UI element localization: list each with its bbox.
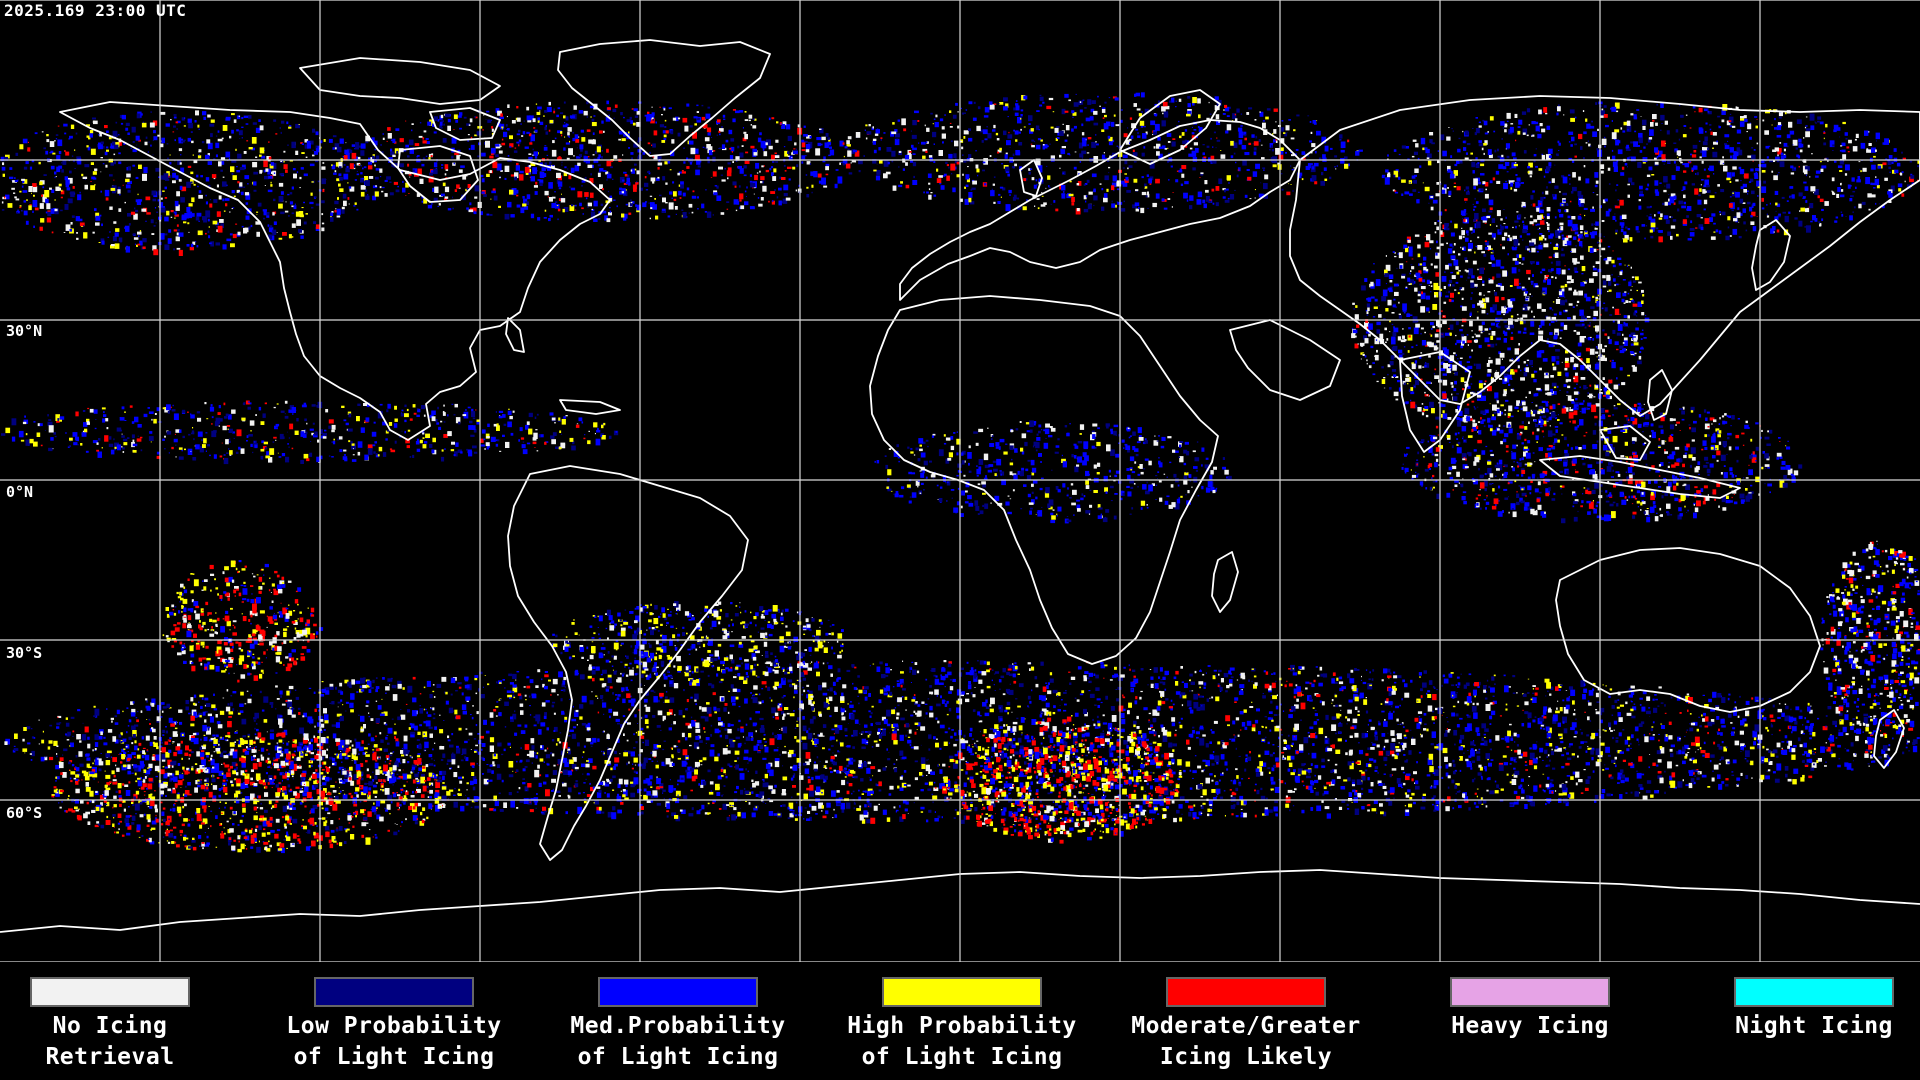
legend-label-low-probability: Low Probability of Light Icing (286, 1013, 502, 1070)
legend-item-no-icing: No Icing Retrieval (0, 977, 250, 1073)
legend-swatch-night-icing (1734, 977, 1894, 1007)
timestamp-label: 2025.169 23:00 UTC (4, 1, 187, 20)
legend-item-moderate-greater: Moderate/Greater Icing Likely (1106, 977, 1386, 1073)
global-icing-map (0, 0, 1920, 962)
coastline-north-america (59, 101, 611, 441)
legend-label-heavy-icing: Heavy Icing (1451, 1013, 1609, 1039)
icing-legend: No Icing Retrieval Low Probability of Li… (0, 962, 1920, 1080)
legend-swatch-moderate-greater (1166, 977, 1326, 1007)
legend-swatch-no-icing (30, 977, 190, 1007)
icing-probability-layer (0, 92, 1920, 854)
legend-item-night-icing: Night Icing (1674, 977, 1920, 1042)
legend-item-low-probability: Low Probability of Light Icing (254, 977, 534, 1073)
legend-swatch-high-probability (882, 977, 1042, 1007)
coastline-south-america (507, 465, 749, 861)
coastline-australia (1555, 547, 1821, 713)
graticule (0, 0, 1920, 962)
legend-swatch-low-probability (314, 977, 474, 1007)
legend-item-heavy-icing: Heavy Icing (1390, 977, 1670, 1042)
coastline-hudson-bay (397, 145, 479, 203)
legend-swatch-heavy-icing (1450, 977, 1610, 1007)
coastline-africa (869, 295, 1219, 665)
legend-item-high-probability: High Probability of Light Icing (822, 977, 1102, 1073)
latitude-label-30s: 30°S (6, 644, 43, 662)
latitude-label-0n: 0°N (6, 483, 34, 501)
legend-label-no-icing: No Icing Retrieval (45, 1013, 175, 1070)
legend-swatch-med-probability (598, 977, 758, 1007)
coastline-greenland (557, 39, 771, 157)
latitude-label-30n: 30°N (6, 322, 43, 340)
legend-item-med-probability: Med.Probability of Light Icing (538, 977, 818, 1073)
legend-label-med-probability: Med.Probability of Light Icing (570, 1013, 786, 1070)
latitude-label-60s: 60°S (6, 804, 43, 822)
legend-label-moderate-greater: Moderate/Greater Icing Likely (1131, 1013, 1361, 1070)
legend-label-high-probability: High Probability of Light Icing (847, 1013, 1077, 1070)
legend-label-night-icing: Night Icing (1735, 1013, 1893, 1039)
